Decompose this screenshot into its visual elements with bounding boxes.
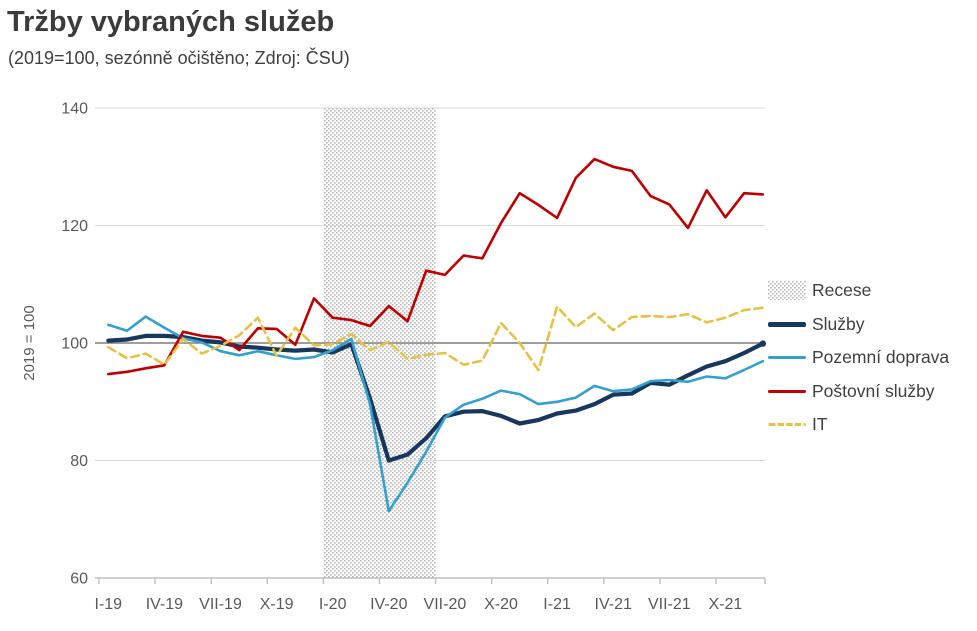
x-tick-label-I-20: I-20 — [319, 596, 347, 613]
y-tick-label-100: 100 — [61, 336, 88, 353]
x-tick-label-X-19: X-19 — [260, 596, 294, 613]
series-end-marker-sluzby — [759, 340, 766, 347]
series-line-sluzby — [106, 333, 765, 463]
x-tick-label-I-19: I-19 — [95, 596, 123, 613]
legend-label-sluzby: Služby — [812, 313, 865, 334]
chart-subtitle: (2019=100, sezónně očištěno; Zdroj: ČSU) — [8, 48, 350, 68]
series-lines — [106, 157, 766, 513]
legend-swatch-recese — [768, 281, 812, 301]
legend-item-it: IT — [768, 408, 949, 442]
x-tick-label-IV-19: IV-19 — [146, 596, 183, 613]
y-tick-label-60: 60 — [70, 571, 88, 588]
legend-line-swatch — [768, 321, 806, 327]
recession-hatch-swatch — [768, 281, 806, 301]
x-tick-label-VII-20: VII-20 — [424, 596, 467, 613]
y-tick-label-80: 80 — [70, 453, 88, 470]
y-tick-label-120: 120 — [61, 218, 88, 235]
legend-swatch-pozemni_doprava — [768, 356, 812, 360]
series-line-pozemni_doprava — [107, 315, 765, 513]
x-tick-label-I-21: I-21 — [543, 596, 571, 613]
series-line-it — [107, 305, 765, 372]
legend-swatch-it — [768, 423, 812, 427]
legend-line-swatch — [768, 389, 806, 393]
x-tick-label-X-21: X-21 — [709, 596, 743, 613]
series-line-postovni_sluzby — [107, 157, 765, 376]
legend-label-it: IT — [812, 414, 828, 435]
legend-line-swatch — [768, 356, 806, 360]
legend-item-sluzby: Služby — [768, 308, 949, 342]
axes — [95, 577, 766, 584]
legend-swatch-sluzby — [768, 321, 812, 327]
legend-item-postovni_sluzby: Poštovní služby — [768, 375, 949, 409]
legend-item-recese: Recese — [768, 274, 949, 308]
x-tick-label-IV-21: IV-21 — [595, 596, 632, 613]
x-tick-label-X-20: X-20 — [484, 596, 518, 613]
legend-item-pozemni_doprava: Pozemní doprava — [768, 341, 949, 375]
legend-swatch-postovni_sluzby — [768, 389, 812, 393]
legend-line-swatch — [768, 423, 806, 427]
legend-label-recese: Recese — [812, 280, 872, 301]
legend-label-postovni_sluzby: Poštovní služby — [812, 380, 935, 401]
legend-label-pozemni_doprava: Pozemní doprava — [812, 347, 950, 368]
legend: Recese Služby Pozemní doprava Poštovní služ… — [768, 274, 949, 442]
x-tick-label-VII-19: VII-19 — [199, 596, 242, 613]
y-tick-label-140: 140 — [61, 101, 88, 118]
chart-title: Tržby vybraných služeb — [7, 6, 335, 38]
x-tick-label-IV-20: IV-20 — [370, 596, 407, 613]
x-tick-label-VII-21: VII-21 — [648, 596, 691, 613]
axis-labels: 60 80 100 120 140 I-19 IV-19 VII-19 X-19 I-20 IV-2… — [21, 101, 742, 614]
y-axis-title: 2019 = 100 — [21, 305, 38, 381]
